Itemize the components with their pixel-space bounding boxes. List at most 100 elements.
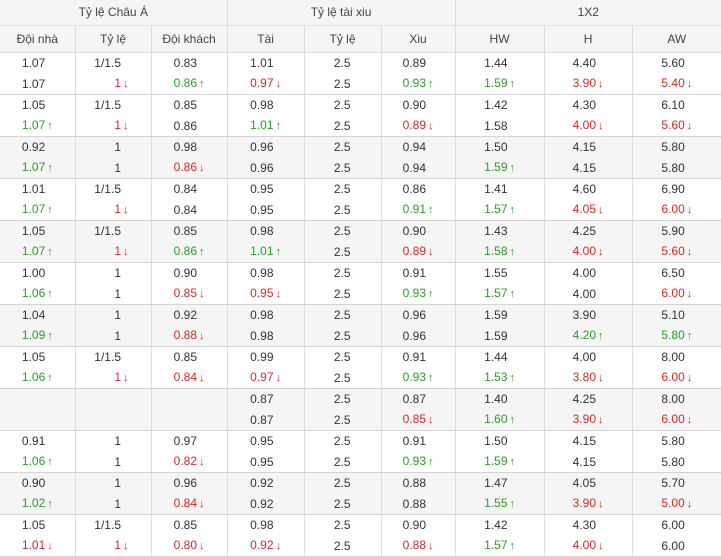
cell-over: 0.95 ↓: [227, 283, 305, 305]
odds-value: 0.86: [173, 244, 198, 258]
arrow-up-icon: ↑: [509, 372, 516, 384]
odds-value: 0.90: [21, 476, 46, 490]
odds-value: 1: [114, 140, 121, 154]
odds-value: 0.95: [250, 202, 274, 217]
cell-home: 0.92: [0, 136, 76, 157]
odds-value: 1.42: [484, 518, 508, 532]
odds-value: 1: [114, 244, 121, 258]
cell-home-win: 1.44: [455, 346, 545, 367]
odds-value: 1.01: [21, 538, 46, 552]
cell-away-win: 5.80 ↑: [632, 325, 721, 347]
cell-handicap: 1: [75, 430, 152, 451]
cell-home-win: 1.58: [455, 115, 545, 137]
arrow-up-icon: ↑: [509, 288, 516, 300]
cell-home-win: 1.57 ↑: [455, 283, 545, 305]
odds-value: 0.84: [173, 182, 198, 196]
odds-value: 0.88: [402, 496, 427, 511]
cell-away-win: 6.00 ↓: [632, 283, 721, 305]
cell-draw: 4.15: [544, 451, 633, 473]
cell-home-win: 1.44: [455, 52, 545, 73]
odds-value: 0.97: [250, 370, 274, 384]
cell-away-win: 6.00 ↓: [632, 409, 721, 431]
odds-value: 0.97: [250, 76, 274, 90]
odds-value: 1: [114, 538, 121, 552]
cell-home-win: 1.60 ↑: [455, 409, 545, 431]
cell-away: 0.90: [151, 262, 228, 283]
cell-draw: 4.60: [544, 178, 633, 199]
odds-value: 2.5: [333, 244, 351, 259]
arrow-up-icon: ↑: [47, 330, 53, 342]
odds-value: 3.90: [572, 76, 597, 90]
arrow-down-icon: ↓: [686, 498, 693, 510]
odds-value: 0.98: [250, 224, 274, 238]
group-1x2: 1X2: [455, 0, 721, 26]
table-row: 1.06 ↑ 1 0.82 ↓ 0.95 2.5 0.93 ↑ 1.59 ↑ 4.15 5.80: [0, 451, 721, 473]
cell-away: 0.84 ↓: [151, 367, 228, 389]
cell-line: 2.5: [304, 535, 382, 557]
table-row: 1.00 1 0.90 0.98 2.5 0.91 1.55 4.00 6.50: [0, 262, 721, 283]
cell-handicap: 1: [75, 451, 152, 473]
odds-value: 1.01: [21, 182, 46, 196]
cell-home: 1.07: [0, 52, 76, 73]
odds-value: 1: [114, 286, 121, 301]
odds-value: 0.90: [402, 224, 427, 238]
cell-away-win: 5.60 ↓: [632, 115, 721, 137]
arrow-down-icon: ↓: [598, 204, 604, 216]
cell-line: 2.5: [304, 304, 382, 325]
odds-value: 0.88: [402, 538, 427, 552]
odds-value: 2.5: [333, 182, 351, 196]
odds-value: 0.95: [250, 434, 274, 448]
cell-over: 0.92: [227, 493, 305, 515]
odds-value: 0.91: [402, 434, 427, 448]
arrow-down-icon: ↓: [598, 246, 604, 258]
cell-away: 0.84: [151, 178, 228, 199]
cell-home-win: 1.42: [455, 514, 545, 535]
cell-line: 2.5: [304, 493, 382, 515]
cell-home-win: 1.57 ↑: [455, 199, 545, 221]
arrow-down-icon: ↓: [47, 540, 53, 552]
cell-home: 1.07 ↑: [0, 115, 76, 137]
cell-draw: 4.00 ↓: [544, 241, 633, 263]
odds-value: 0.99: [250, 350, 274, 364]
cell-away: 0.82 ↓: [151, 451, 228, 473]
cell-line: 2.5: [304, 94, 382, 115]
table-row: 1.07 ↑ 1 ↓ 0.86 1.01 ↑ 2.5 0.89 ↓ 1.58 4.00 ↓ 5.60 ↓: [0, 115, 721, 137]
odds-value: 1.07: [21, 202, 46, 216]
odds-value: 6.10: [661, 98, 685, 112]
odds-value: 2.5: [333, 56, 351, 70]
cell-line: 2.5: [304, 199, 382, 221]
cell-line: 2.5: [304, 52, 382, 73]
odds-value: 1.01: [250, 244, 274, 258]
arrow-down-icon: ↓: [686, 414, 693, 426]
table-row: 1.07 ↑ 1 ↓ 0.86 ↑ 1.01 ↑ 2.5 0.89 ↓ 1.58 ↑ 4.00 ↓ 5.60 ↓: [0, 241, 721, 263]
cell-handicap: 1: [75, 262, 152, 283]
cell-away-win: 5.60: [632, 53, 721, 74]
cell-away-win: 5.80: [632, 157, 721, 179]
odds-value: 0.92: [21, 140, 46, 154]
cell-over: 0.95: [227, 430, 305, 451]
odds-value: 0.94: [402, 140, 427, 154]
odds-value: 1.59: [484, 328, 508, 343]
odds-value: 1/1.5: [94, 98, 121, 112]
cell-draw: 4.00 ↓: [544, 115, 633, 137]
odds-value: 0.96: [250, 140, 274, 154]
odds-value: 1.44: [484, 350, 508, 364]
odds-value: 1: [114, 308, 121, 322]
cell-under: 0.93 ↑: [381, 283, 456, 305]
odds-value: 0.85: [173, 518, 198, 532]
cell-over: 0.95: [227, 451, 305, 473]
cell-line: 2.5: [304, 115, 382, 137]
odds-body: 1.07 1/1.5 0.83 1.01 2.5 0.89 1.44 4.40 5.60 1.07…: [0, 52, 721, 557]
cell-under: 0.85 ↓: [381, 409, 456, 431]
odds-value: 0.92: [250, 476, 274, 490]
odds-value: 4.00: [572, 266, 597, 280]
odds-value: 4.00: [572, 244, 597, 258]
table-row: 1.02 ↑ 1 0.84 ↓ 0.92 2.5 0.88 1.55 ↑ 3.90 ↓ 5.00 ↓: [0, 493, 721, 515]
odds-value: 2.5: [333, 308, 351, 322]
odds-value: 0.91: [402, 350, 427, 364]
table-row: 1.05 1/1.5 0.85 0.99 2.5 0.91 1.44 4.00 8.00: [0, 346, 721, 367]
cell-under: 0.89 ↓: [381, 241, 456, 263]
col-under: Xiu: [381, 25, 456, 53]
arrow-down-icon: ↓: [686, 120, 693, 132]
odds-value: 4.05: [572, 202, 597, 216]
